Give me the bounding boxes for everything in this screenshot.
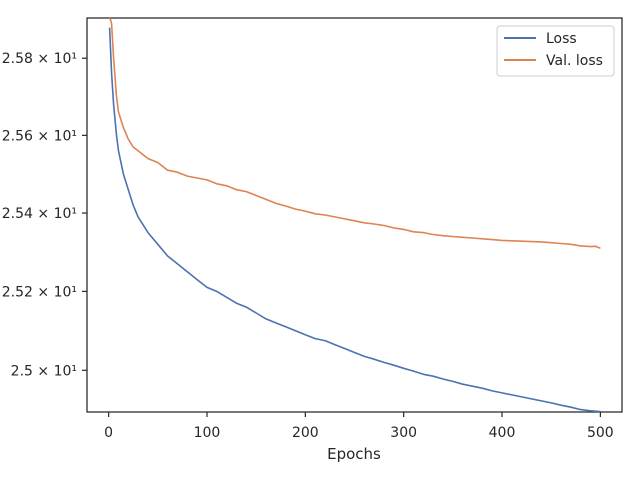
x-tick-label: 100 [194, 425, 221, 441]
x-axis-label: Epochs [327, 445, 381, 463]
x-tick-label: 500 [587, 425, 614, 441]
y-tick-label: 2.54 × 10¹ [2, 206, 77, 222]
x-tick-label: 400 [489, 425, 516, 441]
y-tick-label: 2.56 × 10¹ [2, 128, 77, 144]
x-axis-ticks: 0 100 200 300 400 500 [104, 412, 614, 441]
y-axis-ticks: 2.5 × 10¹ 2.52 × 10¹ 2.54 × 10¹ 2.56 × 10¹ 2… [2, 51, 87, 379]
x-tick-label: 200 [292, 425, 319, 441]
legend-label-val-loss: Val. loss [546, 53, 603, 69]
legend: Loss Val. loss [496, 25, 615, 77]
y-tick-label: 2.52 × 10¹ [2, 284, 77, 300]
y-tick-label: 2.58 × 10¹ [2, 51, 77, 67]
series-line-val-loss [108, 17, 601, 249]
y-tick-label: 2.5 × 10¹ [11, 363, 77, 379]
series-layer [108, 17, 601, 413]
legend-label-loss: Loss [546, 31, 577, 47]
series-line-loss [108, 27, 601, 413]
x-tick-label: 0 [104, 425, 113, 441]
plot-area [86, 17, 623, 413]
x-tick-label: 300 [390, 425, 417, 441]
plot-frame [86, 17, 623, 413]
